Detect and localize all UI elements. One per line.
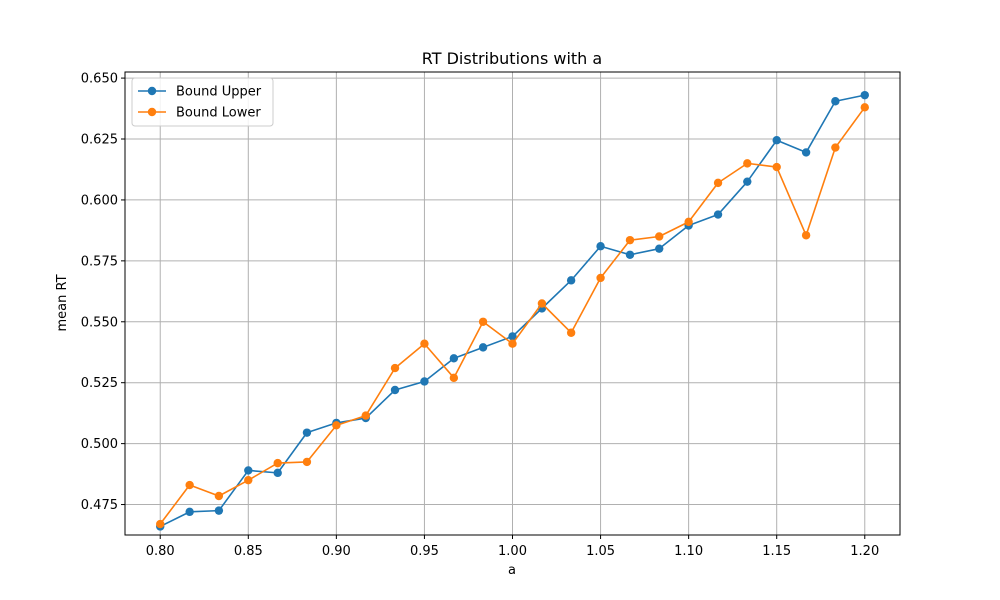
data-point-bound-lower: [596, 273, 605, 283]
x-tick-label: 0.95: [410, 544, 439, 559]
x-axis-label: a: [508, 563, 516, 578]
x-tick-label: 1.20: [850, 544, 879, 559]
data-point-bound-upper: [772, 136, 781, 145]
y-tick-label: 0.475: [81, 498, 118, 513]
legend-marker: [147, 107, 157, 117]
data-point-bound-upper: [831, 97, 840, 106]
data-point-bound-lower: [713, 178, 723, 188]
data-point-bound-upper: [273, 468, 282, 478]
data-point-bound-upper: [244, 466, 253, 475]
data-point-bound-upper: [214, 506, 224, 515]
data-point-bound-lower: [244, 475, 253, 485]
data-point-bound-upper: [508, 332, 517, 341]
data-point-bound-lower: [156, 519, 165, 529]
y-tick-label: 0.525: [81, 376, 118, 391]
data-point-bound-lower: [772, 162, 781, 172]
data-point-bound-lower: [273, 458, 282, 468]
data-point-bound-lower: [361, 411, 370, 420]
data-point-bound-lower: [478, 317, 488, 326]
legend-item-bound-upper: Bound Upper: [138, 85, 262, 100]
data-point-bound-upper: [390, 385, 400, 395]
y-tick-label: 0.550: [81, 315, 118, 330]
y-axis-ticks: 0.475 0.500 0.525 0.550 0.575 0.600 0.625 0.650: [81, 72, 125, 513]
data-point-bound-upper: [185, 507, 194, 517]
data-point-bound-lower: [860, 103, 869, 112]
legend-label: Bound Lower: [176, 106, 261, 121]
data-point-bound-lower: [420, 339, 429, 348]
data-point-bound-upper: [801, 148, 811, 157]
data-point-bound-lower: [625, 235, 635, 245]
data-point-bound-lower: [185, 480, 194, 490]
data-point-bound-upper: [655, 244, 664, 253]
data-point-bound-upper: [566, 276, 576, 285]
data-point-bound-lower: [332, 421, 341, 430]
data-point-bound-lower: [302, 457, 312, 467]
x-tick-label: 0.90: [322, 544, 351, 559]
series-bound-upper: [156, 90, 869, 531]
x-tick-label: 1.15: [762, 544, 791, 559]
legend-label: Bound Upper: [176, 85, 262, 100]
data-point-bound-lower: [508, 339, 517, 348]
y-tick-label: 0.600: [81, 193, 118, 208]
grid-lines: [125, 72, 900, 535]
data-point-bound-upper: [596, 242, 605, 251]
legend: Bound Upper Bound Lower: [131, 77, 274, 127]
x-tick-label: 1.05: [586, 544, 615, 559]
data-point-bound-lower: [449, 373, 459, 383]
data-point-bound-lower: [655, 232, 664, 241]
x-tick-label: 0.85: [234, 544, 263, 559]
legend-item-bound-lower: Bound Lower: [138, 106, 261, 121]
x-tick-label: 1.00: [498, 544, 527, 559]
y-tick-label: 0.500: [81, 437, 118, 452]
data-point-bound-lower: [743, 159, 752, 168]
legend-box: [131, 77, 274, 127]
data-point-bound-lower: [801, 231, 811, 240]
data-point-bound-upper: [743, 177, 752, 186]
data-point-bound-upper: [449, 354, 459, 363]
y-tick-label: 0.625: [81, 133, 118, 148]
series-layer: [156, 90, 869, 531]
data-point-bound-lower: [684, 217, 693, 227]
data-point-bound-lower: [390, 363, 400, 373]
data-point-bound-lower: [566, 328, 576, 337]
series-bound-lower: [156, 103, 869, 529]
data-point-bound-upper: [713, 210, 723, 219]
x-tick-label: 1.10: [674, 544, 703, 559]
chart-title: RT Distributions with a: [422, 49, 602, 68]
data-point-bound-upper: [860, 90, 869, 100]
x-axis-ticks: 0.80 0.85 0.90 0.95 1.00 1.05 1.10 1.15 1.20: [146, 535, 879, 559]
data-point-bound-lower: [214, 491, 224, 501]
data-point-bound-lower: [537, 299, 547, 308]
data-point-bound-upper: [625, 250, 635, 259]
data-point-bound-upper: [302, 428, 312, 437]
data-point-bound-upper: [420, 377, 429, 386]
x-tick-label: 0.80: [146, 544, 175, 559]
data-point-bound-upper: [478, 343, 488, 352]
y-tick-label: 0.575: [81, 254, 118, 269]
y-tick-label: 0.650: [81, 72, 118, 87]
legend-marker: [147, 86, 157, 96]
data-point-bound-lower: [831, 143, 840, 152]
y-axis-label: mean RT: [55, 274, 70, 331]
